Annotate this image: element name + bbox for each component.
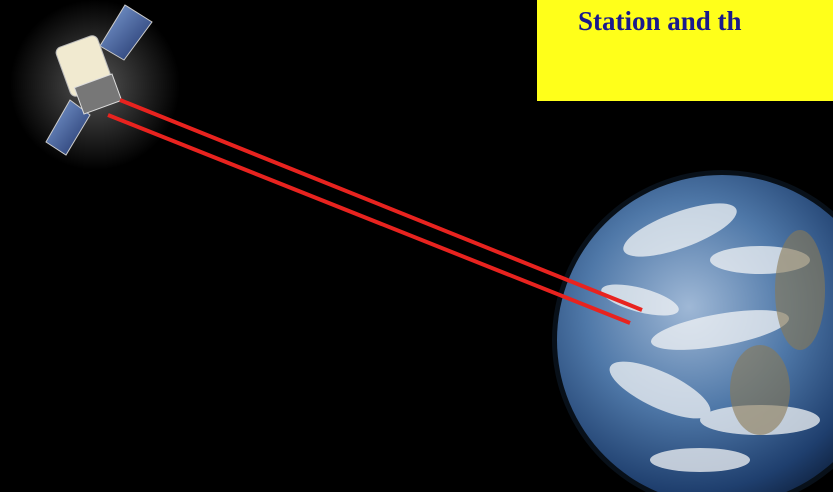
page: Station and th (() => { const data = JSO… bbox=[0, 0, 833, 492]
caption: Station and th bbox=[578, 6, 742, 36]
scene: Station and th bbox=[0, 0, 833, 492]
caption-box: Station and th bbox=[537, 0, 833, 101]
satellite bbox=[10, 0, 180, 170]
